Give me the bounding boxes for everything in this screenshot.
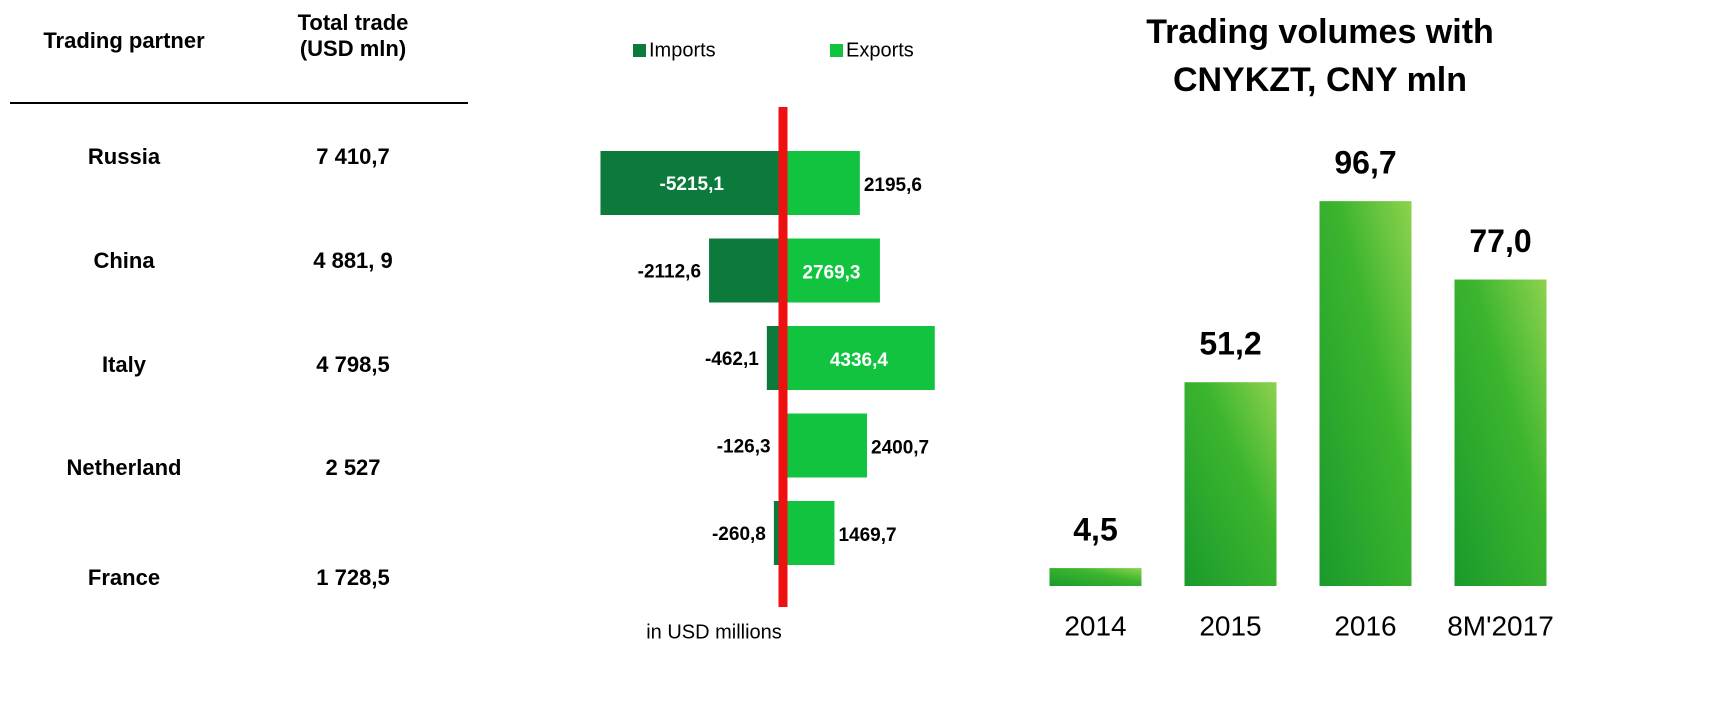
value-label: 96,7 bbox=[1334, 145, 1396, 181]
value-label: -2112,6 bbox=[638, 262, 701, 283]
value-label: -5215,1 bbox=[660, 174, 725, 195]
bar bbox=[773, 501, 783, 565]
chart-title: Trading volumes with CNYKZT, CNY mln bbox=[1146, 13, 1494, 99]
x-tick-label: 2016 bbox=[1334, 610, 1396, 641]
bar bbox=[783, 413, 868, 478]
value-label: 2769,3 bbox=[802, 263, 860, 284]
table-header: Total trade (USD mln) bbox=[297, 10, 409, 61]
x-tick-label: 2014 bbox=[1064, 610, 1126, 641]
x-axis-label: in USD millions bbox=[646, 621, 782, 643]
value-label: 77,0 bbox=[1469, 223, 1531, 259]
x-tick-label: 8M'2017 bbox=[1447, 610, 1554, 641]
bar bbox=[1319, 201, 1412, 586]
x-tick-label: 2015 bbox=[1199, 610, 1261, 641]
table-cell: Russia bbox=[88, 144, 161, 169]
table-cell: 4 881, 9 bbox=[313, 248, 393, 273]
bar bbox=[783, 501, 835, 565]
value-label: 1469,7 bbox=[838, 525, 896, 546]
zero-line bbox=[778, 107, 788, 607]
bar bbox=[1454, 279, 1547, 586]
bar bbox=[783, 151, 860, 215]
bar bbox=[709, 238, 783, 303]
value-label: 2195,6 bbox=[864, 175, 922, 196]
table-cell: France bbox=[88, 565, 160, 590]
value-label: -126,3 bbox=[717, 437, 771, 458]
table-cell: 1 728,5 bbox=[316, 565, 389, 590]
table-header: Trading partner bbox=[43, 28, 205, 53]
value-label: -462,1 bbox=[705, 349, 759, 370]
table-cell: Italy bbox=[102, 352, 147, 377]
value-label: 51,2 bbox=[1199, 326, 1261, 362]
legend-swatch bbox=[633, 44, 646, 57]
bar bbox=[600, 151, 783, 215]
table-cell: 2 527 bbox=[325, 455, 380, 480]
table-cell: 4 798,5 bbox=[316, 352, 389, 377]
value-label: -260,8 bbox=[712, 524, 766, 545]
table-cell: 7 410,7 bbox=[316, 144, 389, 169]
value-label: 4,5 bbox=[1073, 512, 1117, 548]
bar bbox=[783, 238, 880, 303]
legend-swatch bbox=[830, 44, 843, 57]
legend-label: Exports bbox=[846, 39, 914, 61]
table-cell: Netherland bbox=[67, 455, 182, 480]
bar bbox=[783, 326, 935, 390]
legend-label: Imports bbox=[649, 39, 716, 61]
value-label: 2400,7 bbox=[871, 438, 929, 459]
bar bbox=[1049, 568, 1142, 586]
value-label: 4336,4 bbox=[830, 350, 889, 371]
bar bbox=[1184, 382, 1277, 586]
table-cell: China bbox=[93, 248, 155, 273]
